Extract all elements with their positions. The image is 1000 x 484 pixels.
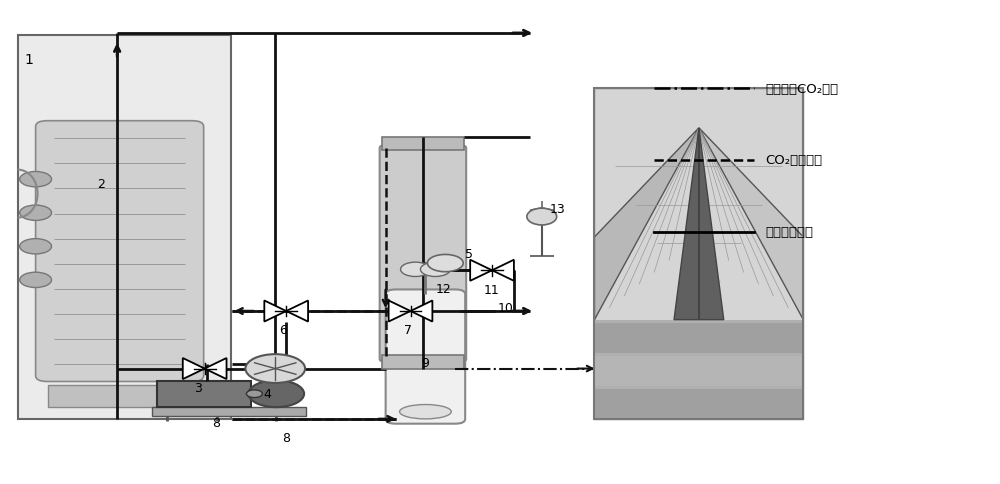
- Polygon shape: [411, 301, 432, 322]
- Circle shape: [401, 263, 430, 277]
- Text: 7: 7: [404, 323, 412, 336]
- Polygon shape: [286, 301, 308, 322]
- Circle shape: [20, 172, 52, 187]
- Bar: [18, 36, 231, 419]
- Polygon shape: [205, 358, 227, 379]
- Bar: [152, 407, 306, 416]
- Bar: [594, 356, 803, 386]
- Bar: [594, 89, 803, 419]
- Text: 8: 8: [213, 417, 221, 430]
- Text: 1: 1: [25, 53, 34, 67]
- Circle shape: [20, 272, 52, 288]
- Circle shape: [248, 380, 304, 408]
- Text: 室内环境取碳: 室内环境取碳: [766, 226, 814, 239]
- Text: 13: 13: [550, 203, 565, 216]
- Circle shape: [245, 354, 305, 383]
- Text: 12: 12: [435, 283, 451, 296]
- Polygon shape: [264, 301, 286, 322]
- Text: 4: 4: [263, 388, 271, 400]
- Polygon shape: [470, 260, 492, 281]
- Text: CO₂再生储存: CO₂再生储存: [766, 154, 823, 167]
- Text: 6: 6: [279, 323, 287, 336]
- Polygon shape: [594, 129, 699, 320]
- FancyBboxPatch shape: [380, 146, 466, 362]
- Polygon shape: [699, 129, 803, 320]
- Circle shape: [246, 390, 262, 398]
- Bar: [594, 89, 803, 419]
- Text: 11: 11: [484, 283, 500, 296]
- Polygon shape: [492, 260, 514, 281]
- Polygon shape: [183, 358, 205, 379]
- Ellipse shape: [400, 405, 451, 419]
- Circle shape: [20, 239, 52, 255]
- FancyBboxPatch shape: [386, 290, 465, 424]
- Circle shape: [20, 206, 52, 221]
- Text: 10: 10: [498, 302, 514, 315]
- Bar: [594, 320, 803, 419]
- Circle shape: [427, 255, 463, 272]
- Text: 5: 5: [465, 247, 473, 260]
- Text: 8: 8: [282, 431, 290, 444]
- Text: 温室大棚CO₂供气: 温室大棚CO₂供气: [766, 82, 839, 95]
- Circle shape: [420, 263, 450, 277]
- Bar: [594, 323, 803, 353]
- Text: 9: 9: [421, 357, 429, 370]
- Bar: [594, 389, 803, 419]
- Ellipse shape: [527, 209, 557, 226]
- Polygon shape: [674, 129, 724, 320]
- FancyBboxPatch shape: [36, 121, 204, 382]
- Text: 3: 3: [194, 382, 202, 394]
- Bar: [382, 137, 464, 151]
- Text: 2: 2: [97, 178, 105, 191]
- Bar: [382, 355, 464, 369]
- Polygon shape: [389, 301, 411, 322]
- Bar: [48, 386, 192, 407]
- Bar: [157, 381, 251, 407]
